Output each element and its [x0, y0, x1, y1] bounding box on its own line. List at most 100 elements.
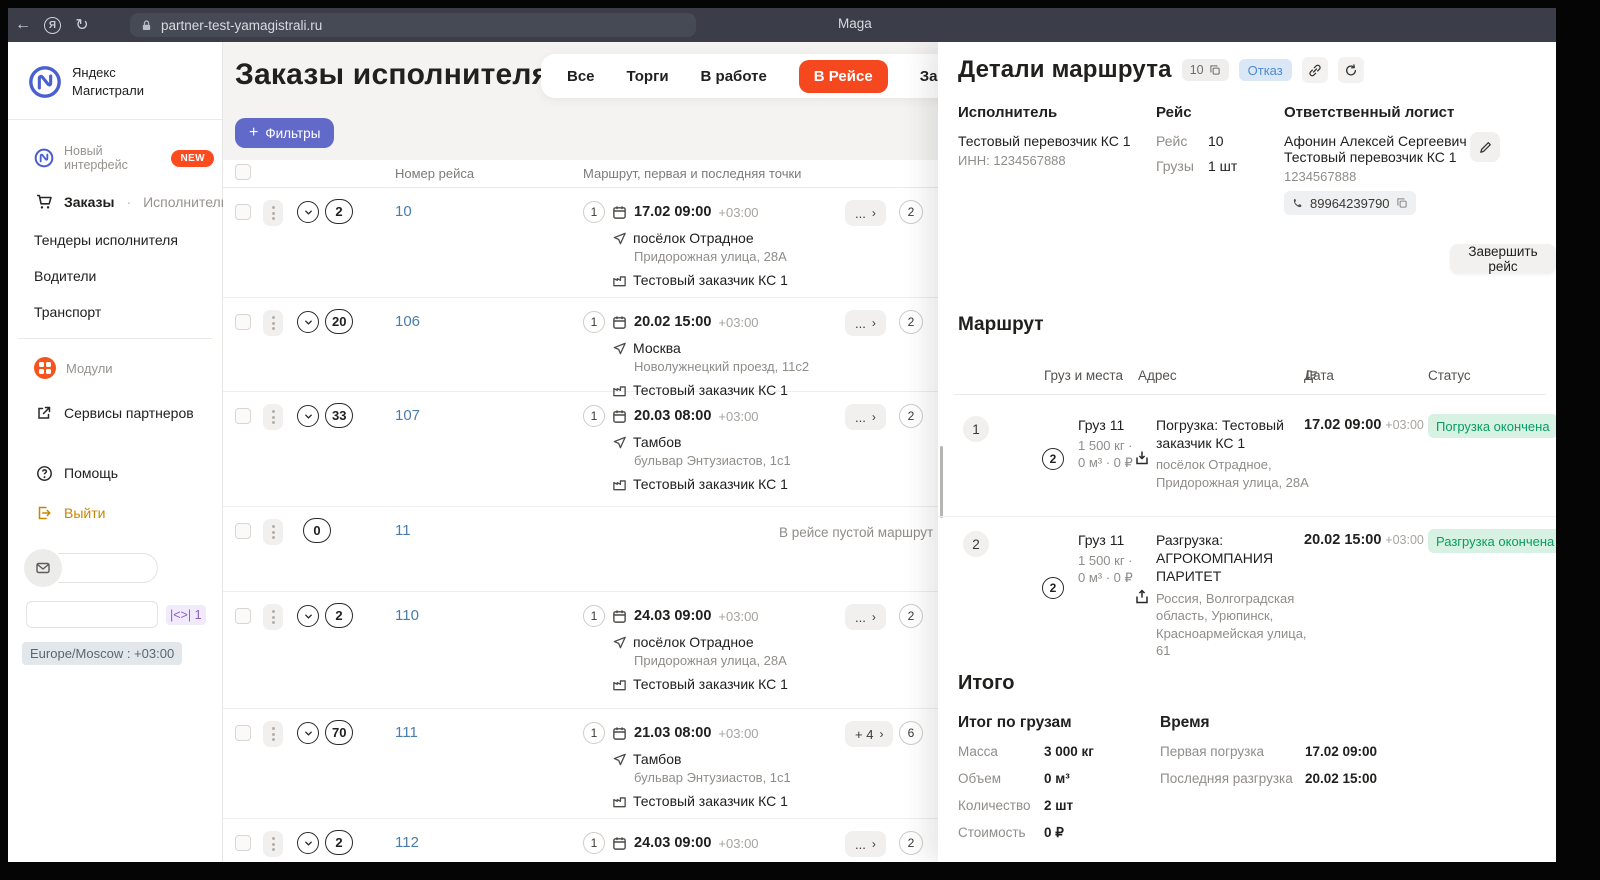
cargo-count-badge: 2: [1042, 577, 1064, 599]
sidebar-item-modules[interactable]: Модули: [8, 347, 222, 389]
row-checkbox[interactable]: [235, 408, 251, 424]
order-row[interactable]: 2 110 1 24.03 09:00 +03:00 посёлок Отрад…: [223, 592, 1556, 709]
more-points-button[interactable]: ... ›: [845, 831, 886, 857]
point-status-badge: Погрузка окончена: [1428, 414, 1556, 438]
sidebar-item-drivers[interactable]: Водители: [8, 258, 222, 294]
kebab-menu-icon[interactable]: [263, 519, 283, 545]
sidebar-item-help[interactable]: Помощь: [8, 453, 222, 493]
tab-in-trip-active[interactable]: В Рейсе: [798, 59, 888, 93]
more-points-button[interactable]: ... ›: [845, 604, 886, 630]
email-widget: [24, 549, 222, 588]
more-points-button[interactable]: ... ›: [845, 310, 886, 336]
help-label: Помощь: [64, 465, 119, 482]
edit-logist-button[interactable]: [1470, 132, 1500, 162]
chevron-down-icon[interactable]: [297, 311, 319, 333]
order-row[interactable]: 20 106 1 20.02 15:00 +03:00 Москва: [223, 298, 1556, 398]
tab-bids[interactable]: Торги: [626, 67, 669, 85]
sidebar-text-input[interactable]: [26, 601, 158, 629]
sidebar-item-transport[interactable]: Транспорт: [8, 294, 222, 330]
trip-number-link[interactable]: 107: [395, 407, 421, 424]
point-timezone: +03:00: [718, 408, 759, 424]
sidebar-item-logout[interactable]: Выйти: [8, 493, 222, 533]
address-bar[interactable]: partner-test-yamagistrali.ru: [130, 13, 696, 37]
envelope-icon: [24, 549, 62, 588]
route-summary: 1 17.02 09:00 +03:00 посёлок Отрадное Пр…: [583, 201, 788, 288]
route-point-row[interactable]: 2 2 Груз 11 1 500 кг · 0 м³ · 0 ₽ Разгру…: [938, 516, 1556, 666]
point-timezone: +03:00: [1385, 533, 1424, 547]
trip-id-badge[interactable]: 10: [1181, 59, 1229, 81]
kebab-menu-icon[interactable]: [263, 200, 283, 226]
chevron-down-icon[interactable]: [297, 605, 319, 627]
trip-number-value: 10: [1208, 133, 1224, 149]
order-row[interactable]: 2 10 1 17.02 09:00 +03:00 посёлок Отрадн…: [223, 188, 1556, 298]
total-label: Стоимость: [958, 825, 1026, 840]
email-input[interactable]: [58, 553, 158, 584]
row-checkbox[interactable]: [235, 835, 251, 851]
sort-icon[interactable]: [1304, 368, 1318, 382]
chevron-down-icon[interactable]: [297, 832, 319, 854]
trip-number-link[interactable]: 10: [395, 203, 412, 220]
tab-in-work[interactable]: В работе: [700, 67, 767, 85]
route-summary: 1 21.03 08:00 +03:00 Тамбов бульвар Энту…: [583, 722, 791, 809]
kebab-menu-icon[interactable]: [263, 604, 283, 630]
filters-button[interactable]: + Фильтры: [235, 118, 335, 148]
row-checkbox[interactable]: [235, 204, 251, 220]
list-scrollbar[interactable]: [940, 446, 943, 518]
trip-number-link[interactable]: 11: [395, 522, 411, 539]
chevron-down-icon[interactable]: [297, 405, 319, 427]
browser-refresh-button[interactable]: ↻: [75, 17, 89, 34]
copy-link-button[interactable]: [1301, 57, 1328, 83]
point-seq-badge: 1: [583, 201, 605, 223]
tab-finished[interactable]: За: [919, 67, 938, 85]
finish-trip-button[interactable]: Завершить рейс: [1450, 244, 1556, 274]
trip-number-link[interactable]: 112: [395, 834, 419, 851]
browser-back-button[interactable]: ←: [15, 16, 31, 33]
total-label: Масса: [958, 744, 998, 759]
kebab-menu-icon[interactable]: [263, 404, 283, 430]
more-points-button[interactable]: ... ›: [845, 200, 886, 226]
column-route: Маршрут, первая и последняя точки: [583, 166, 802, 181]
sidebar-divider: [18, 338, 212, 340]
sidebar-item-new-interface[interactable]: Новый интерфейс NEW: [8, 134, 222, 182]
logist-phone-badge[interactable]: 89964239790: [1284, 191, 1416, 215]
point-company: Тестовый заказчик КС 1: [633, 382, 788, 398]
trip-cargo-value: 1 шт: [1208, 158, 1238, 174]
trip-number-link[interactable]: 110: [395, 607, 419, 624]
row-checkbox[interactable]: [235, 725, 251, 741]
trip-number-link[interactable]: 111: [395, 724, 418, 741]
geo-icon: [612, 231, 627, 246]
orders-count-badge: 20: [325, 309, 354, 334]
sidebar-item-partner-services[interactable]: Сервисы партнеров: [8, 393, 222, 433]
orders-role-label: Исполнитель: [143, 194, 228, 211]
route-summary: 1 24.03 09:00 +03:00 посёлок Отрадное Пр…: [583, 605, 788, 692]
order-row[interactable]: 33 107 1 20.03 08:00 +03:00 Тамбов: [223, 392, 1556, 507]
kebab-menu-icon[interactable]: [263, 721, 283, 747]
chevron-down-icon[interactable]: [297, 722, 319, 744]
row-checkbox[interactable]: [235, 608, 251, 624]
calendar-icon: [612, 609, 627, 624]
route-point-row[interactable]: 1 2 Груз 11 1 500 кг · 0 м³ · 0 ₽ Погруз…: [938, 402, 1556, 516]
row-checkbox[interactable]: [235, 523, 251, 539]
point-timezone: +03:00: [1385, 418, 1424, 432]
more-points-button[interactable]: + 4 ›: [845, 721, 894, 747]
chevron-down-icon[interactable]: [297, 201, 319, 223]
tab-all[interactable]: Все: [567, 67, 595, 85]
yandex-browser-icon[interactable]: Я: [44, 16, 61, 34]
select-all-checkbox[interactable]: [235, 164, 251, 180]
trip-number-link[interactable]: 106: [395, 313, 421, 330]
more-points-button[interactable]: ... ›: [845, 404, 886, 430]
sidebar-item-tenders[interactable]: Тендеры исполнителя: [8, 222, 222, 258]
refresh-button[interactable]: [1337, 57, 1364, 83]
sidebar-item-orders[interactable]: Заказы · Исполнитель: [8, 182, 228, 222]
kebab-menu-icon[interactable]: [263, 310, 283, 336]
point-company: Тестовый заказчик КС 1: [633, 676, 788, 692]
row-checkbox[interactable]: [235, 314, 251, 330]
order-row[interactable]: 0 11 В рейсе пустой маршрут: [223, 507, 1556, 592]
tenders-label: Тендеры исполнителя: [34, 232, 178, 249]
kebab-menu-icon[interactable]: [263, 831, 283, 857]
order-row[interactable]: 2 112 1 24.03 09:00 +03:00 посёлок Отрад…: [223, 819, 1556, 862]
trip-block: Рейс Рейс 10 Грузы 1 шт: [1156, 104, 1266, 183]
company-icon: [612, 273, 627, 288]
order-row[interactable]: 70 111 1 21.03 08:00 +03:00 Тамбов: [223, 709, 1556, 819]
points-count-badge: 2: [899, 604, 923, 628]
